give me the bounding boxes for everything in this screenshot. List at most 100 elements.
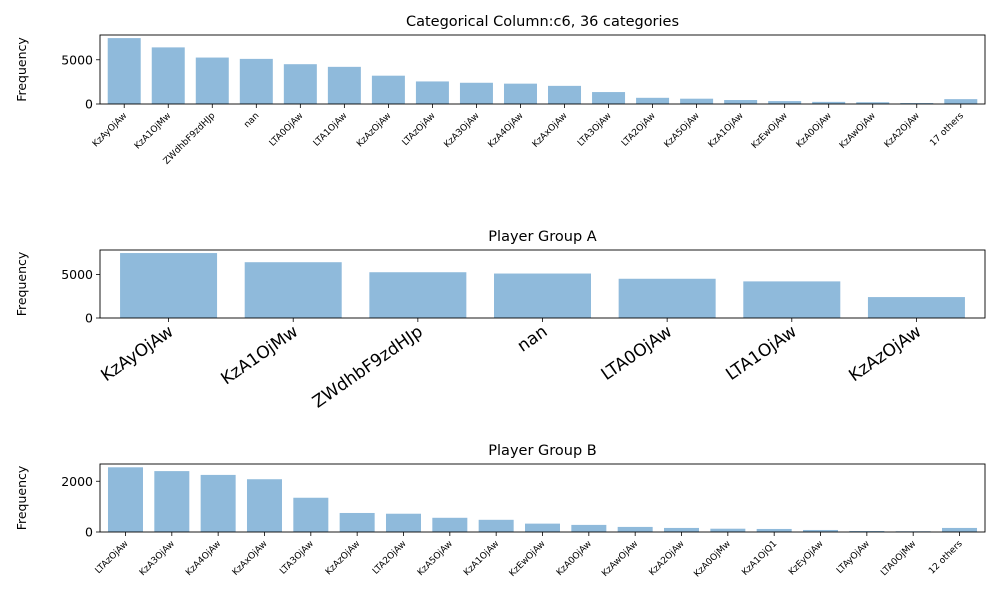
chart-player-group-a: Player Group A Frequency KzAyOjAw KzA1OjMw Z… bbox=[14, 229, 986, 413]
x-tick-label: LTAyOjAw bbox=[835, 539, 872, 576]
bar-b-11 bbox=[617, 526, 653, 532]
x-tick-label: nan bbox=[242, 111, 261, 130]
bar-main-19 bbox=[944, 99, 978, 104]
x-tick-label: LTA1OjAw bbox=[312, 111, 350, 149]
x-tick-label: ZWdhbF9zdHJp bbox=[309, 322, 427, 413]
bar-b-8 bbox=[478, 519, 514, 532]
x-tick-label: KzA0OjAw bbox=[555, 539, 594, 578]
x-tick-label: LTA2OjAw bbox=[620, 111, 658, 149]
bar-b-14 bbox=[756, 528, 792, 532]
bar-main-1 bbox=[151, 47, 185, 104]
bar-b-1 bbox=[154, 471, 190, 532]
bar-a-4 bbox=[618, 278, 716, 318]
plot-frame bbox=[99, 249, 986, 319]
bar-b-7 bbox=[432, 517, 468, 532]
bar-main-11 bbox=[592, 92, 626, 104]
y-tick-label: 2000 bbox=[61, 474, 93, 489]
bar-b-5 bbox=[339, 512, 375, 532]
x-tick-label: KzAzOjAw bbox=[845, 322, 925, 386]
bar-b-3 bbox=[246, 479, 282, 532]
bar-main-15 bbox=[768, 101, 802, 104]
bar-main-3 bbox=[239, 58, 273, 104]
x-tick-label: KzA1OjMw bbox=[218, 322, 303, 390]
x-tick-label: 17 others bbox=[928, 111, 966, 149]
x-tick-label: LTAzOjAw bbox=[401, 111, 438, 148]
y-axis-label: Frequency bbox=[14, 37, 29, 102]
bar-main-8 bbox=[459, 82, 493, 104]
bar-main-10 bbox=[548, 85, 582, 104]
x-tick-label: KzEwOjAw bbox=[750, 111, 790, 151]
y-tick-label: 5000 bbox=[61, 52, 93, 67]
x-tick-label: KzA0OjAw bbox=[795, 111, 834, 150]
bar-b-12 bbox=[664, 527, 700, 532]
bar-main-0 bbox=[107, 38, 141, 104]
bar-a-1 bbox=[244, 262, 342, 318]
x-tick-label: KzAwOjAw bbox=[600, 539, 640, 579]
x-tick-label: KzAxOjAw bbox=[231, 539, 270, 578]
bar-main-13 bbox=[680, 98, 714, 104]
x-tick-label: KzEyOjAw bbox=[787, 539, 825, 577]
y-tick-label: 5000 bbox=[61, 267, 93, 282]
x-tick-label: KzAwOjAw bbox=[838, 111, 878, 151]
x-tick-label: KzAyOjAw bbox=[98, 322, 178, 386]
x-tick-label: LTA1OjAw bbox=[722, 322, 800, 385]
y-tick-label: 0 bbox=[85, 311, 93, 326]
bar-main-14 bbox=[724, 100, 758, 104]
bar-main-6 bbox=[371, 75, 405, 104]
bar-main-9 bbox=[503, 83, 537, 104]
x-tick-label: KzA1OjQ1 bbox=[740, 539, 779, 578]
bar-b-18 bbox=[942, 527, 978, 532]
bar-main-5 bbox=[327, 66, 361, 104]
bar-b-9 bbox=[525, 523, 560, 532]
chart-title: Player Group B bbox=[488, 443, 596, 459]
bar-b-16 bbox=[849, 530, 885, 532]
x-tick-label: KzA1OjAw bbox=[462, 539, 501, 578]
x-tick-label: KzA5OjAw bbox=[416, 539, 455, 578]
bar-b-2 bbox=[200, 474, 236, 532]
x-tick-label: KzA5OjAw bbox=[663, 111, 702, 150]
chart-title: Player Group A bbox=[488, 229, 596, 245]
x-tick-label: KzA1OjMw bbox=[133, 111, 173, 151]
x-tick-label: LTA3OjAw bbox=[576, 111, 614, 149]
y-axis-label: Frequency bbox=[14, 251, 29, 316]
x-tick-label: KzAxOjAw bbox=[531, 111, 570, 150]
bar-main-18 bbox=[900, 103, 934, 104]
bar-b-6 bbox=[385, 513, 421, 532]
x-tick-label: KzEwOjAw bbox=[508, 539, 548, 579]
bar-main-4 bbox=[283, 64, 317, 104]
bar-a-6 bbox=[867, 297, 965, 318]
x-tick-label: LTA2OjAw bbox=[371, 539, 409, 577]
x-tick-label: KzA1OjAw bbox=[707, 111, 746, 150]
x-tick-label: LTAzOjAw bbox=[94, 539, 131, 576]
x-tick-label: KzA4OjAw bbox=[487, 111, 526, 150]
x-tick-label: 12 others bbox=[927, 539, 965, 577]
plot-frame bbox=[99, 34, 986, 105]
bar-main-17 bbox=[856, 102, 890, 104]
bar-b-13 bbox=[710, 528, 746, 532]
x-tick-label: KzA4OjAw bbox=[184, 539, 223, 578]
bar-a-0 bbox=[120, 253, 218, 318]
x-tick-label: KzA2OjAw bbox=[648, 539, 687, 578]
bar-b-15 bbox=[803, 529, 839, 532]
x-tick-label: KzA2OjAw bbox=[883, 111, 922, 150]
x-tick-label: KzA3OjAw bbox=[443, 111, 482, 150]
x-tick-label: KzAyOjAw bbox=[91, 111, 129, 149]
x-tick-label: LTA3OjAw bbox=[278, 539, 316, 577]
y-tick-label: 0 bbox=[85, 525, 93, 540]
x-tick-label: LTA0OjAw bbox=[268, 111, 306, 149]
bar-b-0 bbox=[107, 467, 143, 532]
x-tick-label: KzA3OjAw bbox=[138, 539, 177, 578]
x-tick-label: LTA0OjAw bbox=[598, 322, 676, 385]
plot-frame bbox=[99, 463, 986, 533]
bar-a-5 bbox=[743, 281, 841, 318]
chart-title: Categorical Column:c6, 36 categories bbox=[406, 14, 679, 30]
bar-b-4 bbox=[293, 497, 329, 532]
x-tick-label: KzA0OjMw bbox=[692, 539, 732, 579]
bar-b-10 bbox=[571, 524, 607, 532]
bar-a-2 bbox=[369, 272, 467, 318]
bar-main-12 bbox=[636, 97, 670, 104]
bar-a-3 bbox=[494, 273, 591, 318]
chart-categorical-column: Categorical Column:c6, 36 categories Freq… bbox=[14, 14, 986, 167]
